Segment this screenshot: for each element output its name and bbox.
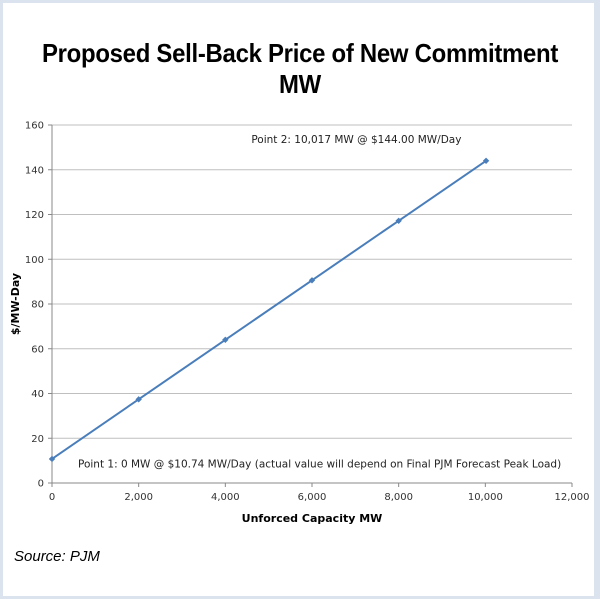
chart-title: Proposed Sell-Back Price of New Commitme…: [41, 38, 559, 99]
y-tick-label: 160: [25, 121, 44, 132]
y-tick-label: 80: [31, 300, 44, 311]
data-point-marker: [308, 277, 316, 284]
x-tick-label: 4,000: [211, 492, 240, 503]
data-point-marker: [395, 217, 402, 224]
data-point-marker: [482, 157, 490, 164]
x-tick-label: 12,000: [555, 492, 590, 503]
y-tick-label: 60: [31, 344, 44, 355]
x-tick-label: 10,000: [468, 492, 503, 503]
series: [48, 157, 490, 463]
y-tick-label: 140: [25, 165, 44, 176]
x-tick-label: 2,000: [124, 492, 153, 503]
y-tick-label: 40: [31, 389, 44, 400]
series-line: [51, 159, 487, 460]
x-tick-labels: 0 2,000 4,000 6,000 8,000 10,000 12,000: [49, 492, 590, 503]
y-tick-label: 20: [31, 434, 44, 445]
chart-frame: [3, 3, 594, 596]
x-tick-label: 8,000: [384, 492, 413, 503]
x-tick-label: 0: [49, 492, 55, 503]
gridlines: [52, 124, 572, 439]
data-point-marker: [48, 455, 56, 463]
annotations: Point 2: 10,017 MW @ $144.00 MW/Day Point…: [78, 134, 561, 470]
annotation-label: Point 2: 10,017 MW @ $144.00 MW/Day: [251, 134, 461, 146]
x-tick-label: 6,000: [298, 492, 327, 503]
y-tick-label: 120: [25, 210, 44, 221]
data-point-marker: [222, 336, 229, 343]
annotation-label: Point 1: 0 MW @ $10.74 MW/Day (actual va…: [78, 458, 561, 470]
y-tick-label: 0: [38, 479, 44, 490]
axes: [48, 124, 573, 487]
x-axis-label: Unforced Capacity MW: [242, 512, 383, 525]
y-axis-label: $/MW-Day: [9, 273, 22, 335]
y-tick-label: 100: [25, 255, 44, 266]
data-point-marker: [135, 396, 142, 403]
source-note: Source: PJM: [14, 548, 100, 565]
y-tick-labels: 0 20 40 60 80 100 120 140 160: [25, 121, 44, 490]
